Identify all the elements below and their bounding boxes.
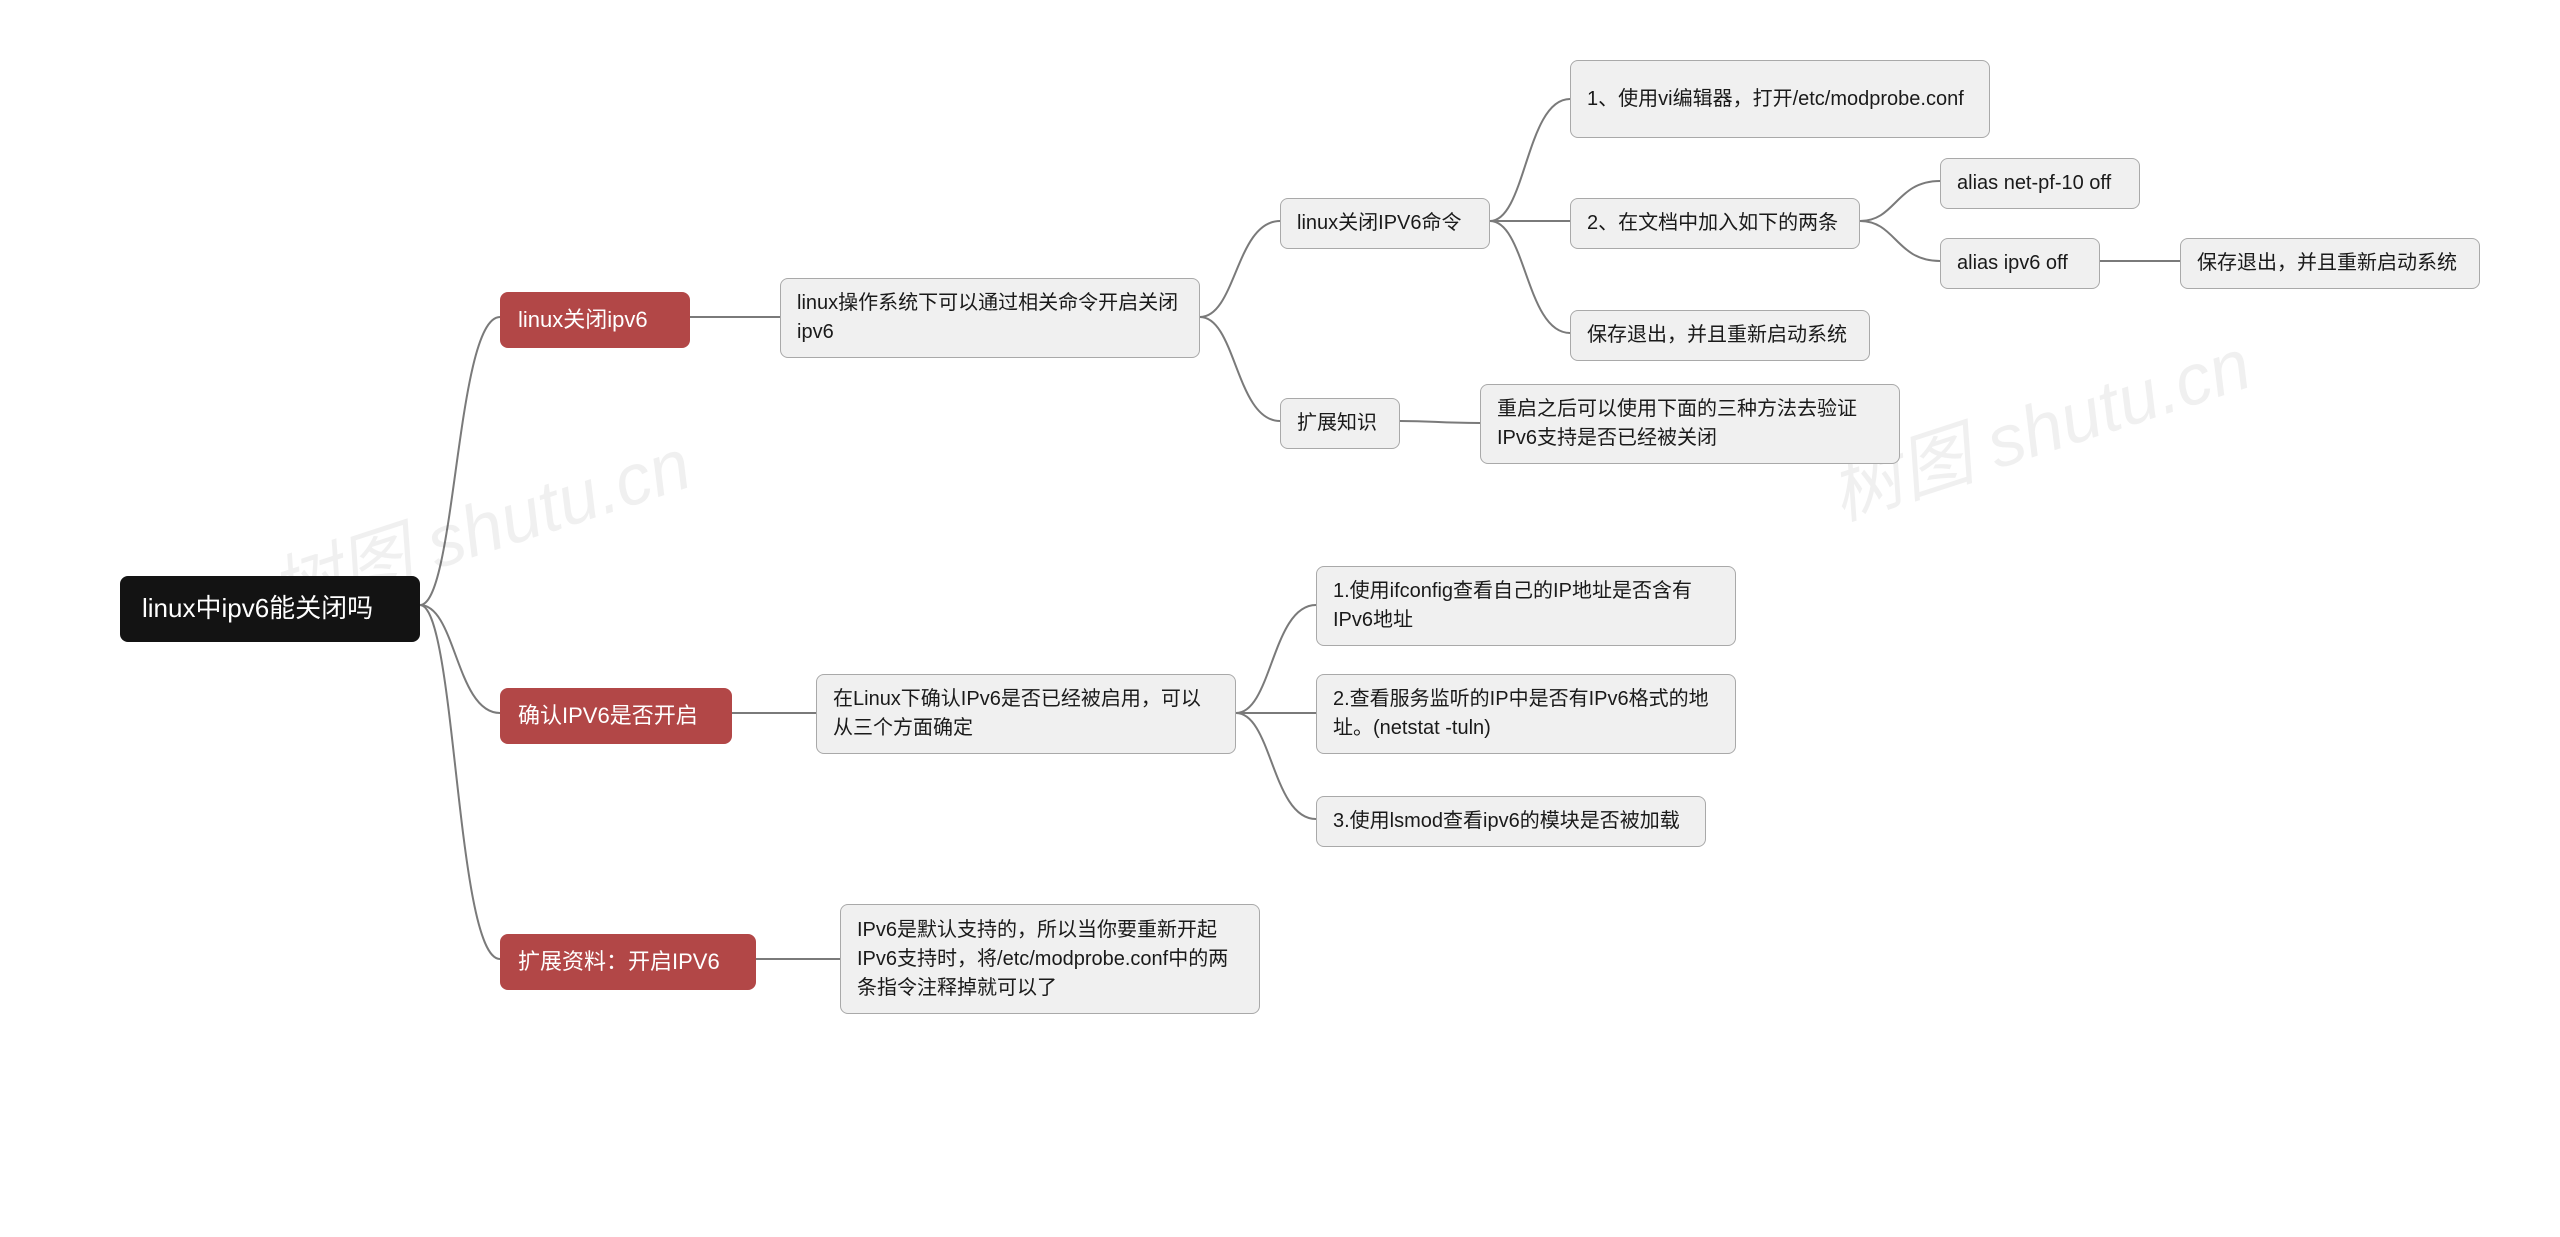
leaf-n1b1: 重启之后可以使用下面的三种方法去验证IPv6支持是否已经被关闭 xyxy=(1480,384,1900,464)
cat-linux-close-ipv6: linux关闭ipv6 xyxy=(500,292,690,348)
leaf-n1a2b1: 保存退出，并且重新启动系统 xyxy=(2180,238,2480,289)
leaf-n2a: 1.使用ifconfig查看自己的IP地址是否含有IPv6地址 xyxy=(1316,566,1736,646)
cat-enable-ipv6: 扩展资料：开启IPV6 xyxy=(500,934,756,990)
leaf-n1a2a: alias net-pf-10 off xyxy=(1940,158,2140,209)
leaf-n1a1: 1、使用vi编辑器，打开/etc/modprobe.conf xyxy=(1570,60,1990,138)
cat-confirm-ipv6: 确认IPV6是否开启 xyxy=(500,688,732,744)
leaf-n2: 在Linux下确认IPv6是否已经被启用，可以从三个方面确定 xyxy=(816,674,1236,754)
leaf-n1b: 扩展知识 xyxy=(1280,398,1400,449)
leaf-n2b: 2.查看服务监听的IP中是否有IPv6格式的地址。(netstat -tuln) xyxy=(1316,674,1736,754)
leaf-n1a2: 2、在文档中加入如下的两条 xyxy=(1570,198,1860,249)
leaf-n1a2b: alias ipv6 off xyxy=(1940,238,2100,289)
leaf-n1: linux操作系统下可以通过相关命令开启关闭ipv6 xyxy=(780,278,1200,358)
leaf-n3: IPv6是默认支持的，所以当你要重新开起IPv6支持时，将/etc/modpro… xyxy=(840,904,1260,1014)
leaf-n1a3: 保存退出，并且重新启动系统 xyxy=(1570,310,1870,361)
leaf-n2c: 3.使用lsmod查看ipv6的模块是否被加载 xyxy=(1316,796,1706,847)
root-node: linux中ipv6能关闭吗 xyxy=(120,576,420,642)
leaf-n1a: linux关闭IPV6命令 xyxy=(1280,198,1490,249)
